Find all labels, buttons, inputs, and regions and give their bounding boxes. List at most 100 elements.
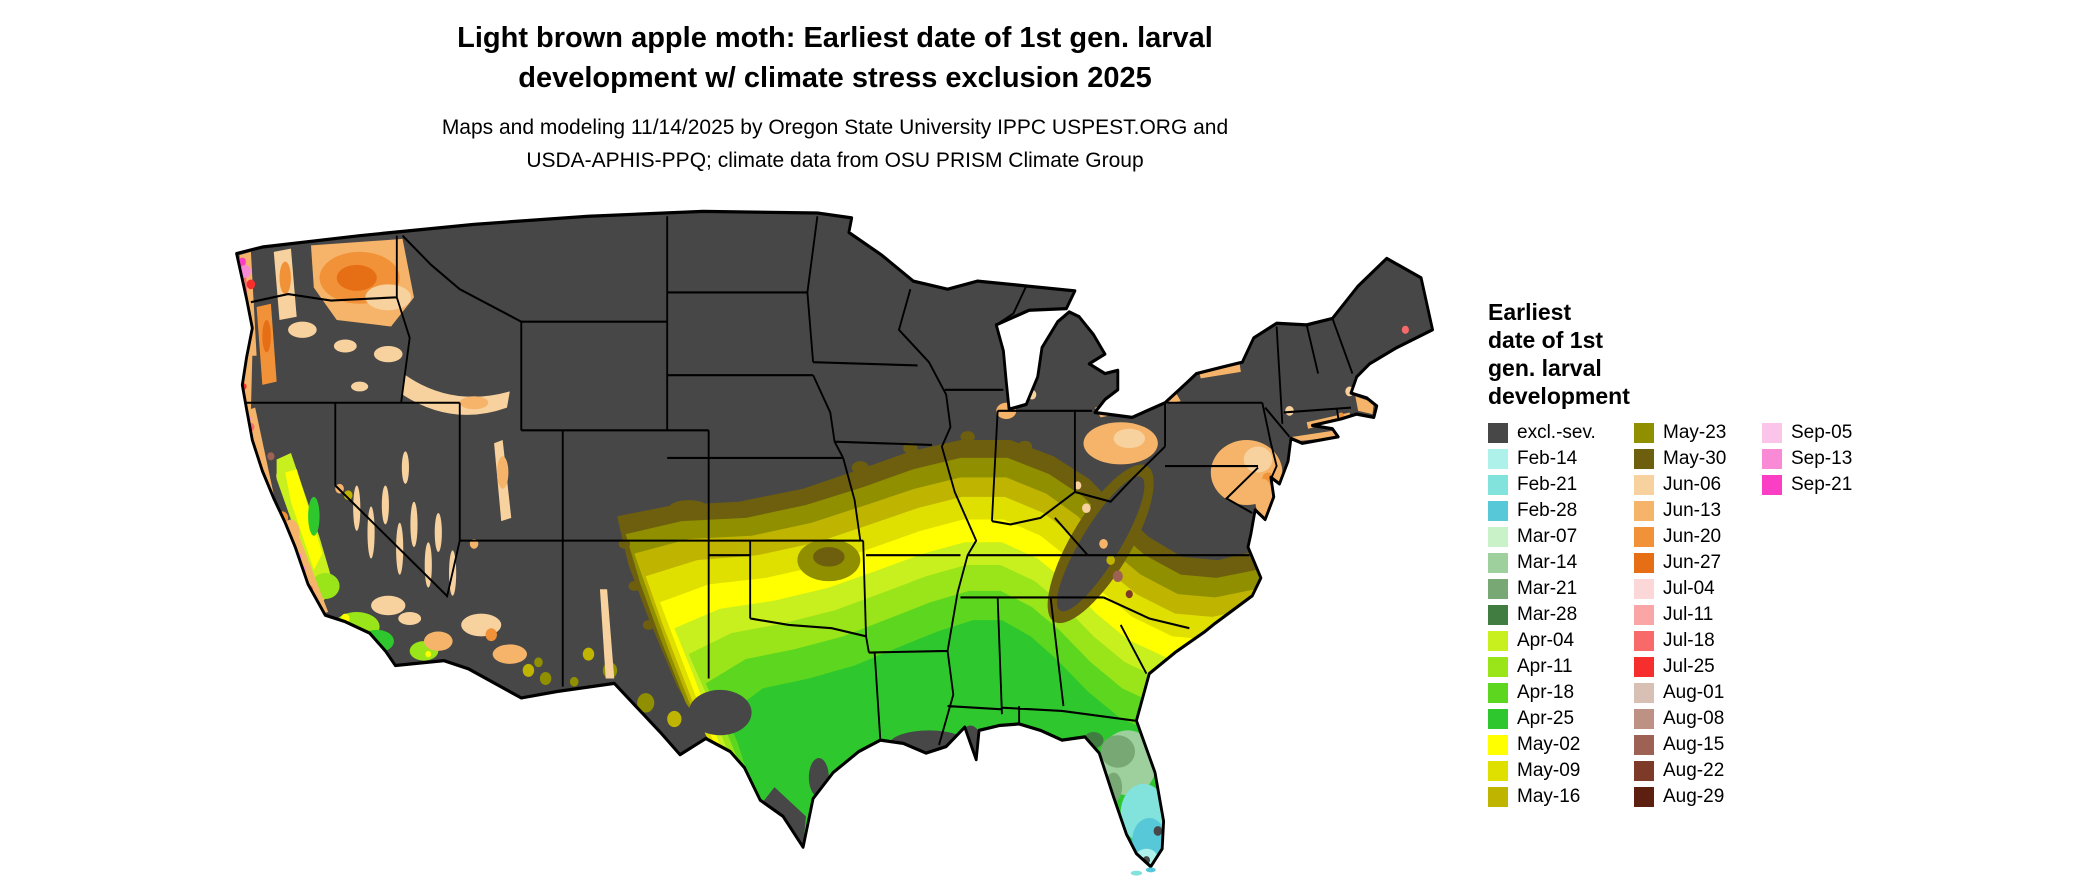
legend-item: May-30 — [1634, 446, 1762, 472]
legend-label: May-30 — [1663, 448, 1727, 469]
legend-item: May-23 — [1634, 420, 1762, 446]
legend-swatch — [1762, 475, 1782, 495]
legend-item: Feb-14 — [1488, 446, 1634, 472]
legend-item: Mar-14 — [1488, 550, 1634, 576]
legend-item: Aug-01 — [1634, 680, 1762, 706]
legend-label: Apr-25 — [1517, 708, 1575, 729]
legend-swatch — [1488, 579, 1508, 599]
legend-item: Apr-25 — [1488, 706, 1634, 732]
legend-label: May-16 — [1517, 786, 1581, 807]
us-map — [228, 200, 1444, 878]
legend-swatch — [1634, 449, 1654, 469]
legend-label: Aug-01 — [1663, 682, 1725, 703]
legend-item: Mar-28 — [1488, 602, 1634, 628]
legend-label: Sep-13 — [1791, 448, 1853, 469]
legend-swatch — [1762, 449, 1782, 469]
legend-item: Jul-25 — [1634, 654, 1762, 680]
legend-label: Jul-11 — [1663, 604, 1714, 625]
legend-swatch — [1634, 423, 1654, 443]
legend-swatch — [1488, 787, 1508, 807]
legend-swatch — [1488, 553, 1508, 573]
legend-swatch — [1634, 735, 1654, 755]
legend-swatch — [1488, 657, 1508, 677]
legend-label: Aug-15 — [1663, 734, 1725, 755]
legend-item: Feb-21 — [1488, 472, 1634, 498]
legend-label: May-09 — [1517, 760, 1581, 781]
legend-swatch — [1762, 423, 1782, 443]
legend-item: Jul-18 — [1634, 628, 1762, 654]
legend-title: Earliest date of 1st gen. larval developmen… — [1488, 298, 1852, 410]
legend-label: Jun-13 — [1663, 500, 1722, 521]
map-title: Light brown apple moth: Earliest date of… — [155, 18, 1515, 98]
legend-label: Aug-29 — [1663, 786, 1725, 807]
legend-swatch — [1488, 527, 1508, 547]
state-borders — [242, 216, 1354, 746]
legend-label: Apr-18 — [1517, 682, 1575, 703]
legend-label: Aug-22 — [1663, 760, 1725, 781]
florida-keys — [1130, 867, 1156, 876]
legend-item: Apr-18 — [1488, 680, 1634, 706]
legend-swatch — [1634, 475, 1654, 495]
legend-title-line: development — [1488, 383, 1630, 409]
legend-title-line: date of 1st — [1488, 327, 1604, 353]
legend-swatch — [1488, 423, 1508, 443]
map-subtitle-line2: USDA-APHIS-PPQ; climate data from OSU PR… — [526, 149, 1144, 172]
legend-label: Apr-11 — [1517, 656, 1573, 677]
legend-label: Mar-14 — [1517, 552, 1578, 573]
legend-item: Aug-22 — [1634, 758, 1762, 784]
legend-item: Sep-13 — [1762, 446, 1852, 472]
legend-item: Mar-07 — [1488, 524, 1634, 550]
legend-swatch — [1488, 683, 1508, 703]
legend-label: May-02 — [1517, 734, 1581, 755]
legend-item: excl.-sev. — [1488, 420, 1634, 446]
legend-label: Mar-28 — [1517, 604, 1578, 625]
legend-label: Mar-21 — [1517, 578, 1578, 599]
legend-item: Jun-06 — [1634, 472, 1762, 498]
legend-label: Feb-28 — [1517, 500, 1578, 521]
legend-swatch — [1634, 709, 1654, 729]
legend-item: Aug-29 — [1634, 784, 1762, 810]
legend-item: Jun-13 — [1634, 498, 1762, 524]
legend-columns: excl.-sev. Feb-14 Feb-21 Feb-28 Mar-07 Mar-14… — [1488, 420, 1852, 810]
legend-item: Jun-20 — [1634, 524, 1762, 550]
legend-swatch — [1488, 501, 1508, 521]
legend-swatch — [1488, 449, 1508, 469]
legend: Earliest date of 1st gen. larval developmen… — [1488, 298, 1852, 810]
legend-swatch — [1634, 553, 1654, 573]
legend-item: Aug-08 — [1634, 706, 1762, 732]
legend-item: Feb-28 — [1488, 498, 1634, 524]
legend-item: Jun-27 — [1634, 550, 1762, 576]
legend-item: Apr-04 — [1488, 628, 1634, 654]
map-title-line2: development w/ climate stress exclusion … — [518, 62, 1152, 94]
legend-column: May-23 May-30 Jun-06 Jun-13 Jun-20 Jun-27 Jul-… — [1634, 420, 1762, 810]
legend-item: Mar-21 — [1488, 576, 1634, 602]
legend-label: Feb-21 — [1517, 474, 1578, 495]
legend-swatch — [1634, 787, 1654, 807]
legend-swatch — [1488, 605, 1508, 625]
legend-column: Sep-05 Sep-13 Sep-21 — [1762, 420, 1852, 810]
legend-label: Feb-14 — [1517, 448, 1578, 469]
us-map-svg — [235, 209, 1434, 876]
legend-column: excl.-sev. Feb-14 Feb-21 Feb-28 Mar-07 Mar-14… — [1488, 420, 1634, 810]
legend-swatch — [1634, 631, 1654, 651]
legend-title-line: Earliest — [1488, 299, 1572, 325]
legend-item: Jul-04 — [1634, 576, 1762, 602]
legend-label: Jul-18 — [1663, 630, 1715, 651]
legend-swatch — [1488, 631, 1508, 651]
legend-swatch — [1634, 761, 1654, 781]
map-subtitle-line1: Maps and modeling 11/14/2025 by Oregon S… — [441, 116, 1229, 139]
legend-item: May-02 — [1488, 732, 1634, 758]
map-title-line1: Light brown apple moth: Earliest date of… — [457, 22, 1213, 54]
map-appalachian-overlay — [1047, 464, 1154, 624]
legend-swatch — [1634, 605, 1654, 625]
legend-label: Jun-20 — [1663, 526, 1722, 547]
legend-item: May-16 — [1488, 784, 1634, 810]
legend-swatch — [1488, 735, 1508, 755]
legend-swatch — [1488, 761, 1508, 781]
legend-title-line: gen. larval — [1488, 355, 1602, 381]
legend-swatch — [1634, 657, 1654, 677]
legend-swatch — [1488, 709, 1508, 729]
legend-label: Mar-07 — [1517, 526, 1578, 547]
legend-swatch — [1634, 527, 1654, 547]
legend-swatch — [1634, 579, 1654, 599]
